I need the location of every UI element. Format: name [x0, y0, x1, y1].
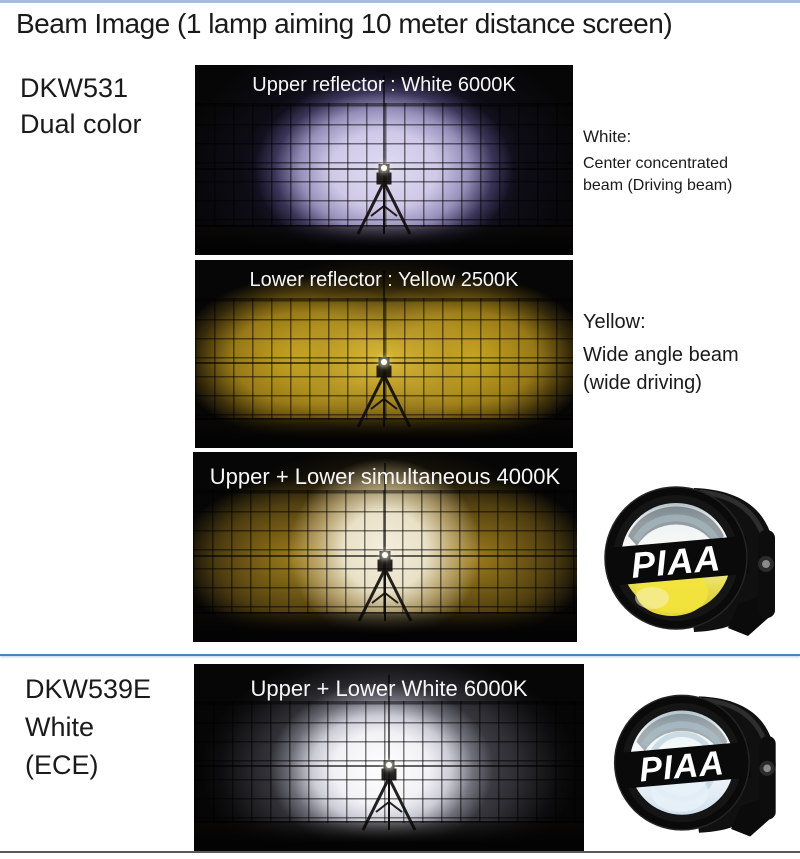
aim-dot — [381, 164, 387, 171]
beam-photo-white-6000k: Upper + Lower White 6000K — [194, 664, 584, 851]
note-white-beam: White: Center concentrated beam (Driving… — [583, 127, 798, 197]
note-heading: Yellow: — [583, 311, 646, 333]
beam-caption: Upper + Lower simultaneous 4000K — [209, 464, 561, 489]
beam-photo-lower-yellow: Lower reflector : Yellow 2500K — [195, 260, 573, 448]
note-line: beam (Driving beam) — [583, 177, 733, 194]
floor-shadow — [193, 613, 577, 642]
product-photo-dkw531-lamp: PIAA — [598, 478, 788, 643]
model-label-dkw539e: DKW539E White (ECE) — [25, 670, 151, 784]
lamp-illustration-white: PIAA — [613, 694, 776, 837]
aim-dot — [382, 551, 388, 558]
piaa-logo-text: PIAA — [638, 744, 726, 789]
floor-shadow — [195, 419, 573, 448]
product-photo-dkw539e-lamp: PIAA — [608, 686, 788, 844]
crosshair-vertical — [388, 675, 390, 829]
beam-caption: Upper + Lower White 6000K — [250, 676, 528, 701]
model-name: DKW531 — [20, 73, 129, 103]
section-divider — [0, 654, 800, 656]
bottom-rule — [0, 851, 800, 853]
model-label-dkw531: DKW531 Dual color — [20, 70, 142, 142]
crosshair-vertical — [383, 271, 385, 426]
page-title: Beam Image (1 lamp aiming 10 meter dista… — [16, 8, 673, 39]
beam-photo-simultaneous: Upper + Lower simultaneous 4000K — [193, 452, 577, 642]
note-line: (wide driving) — [583, 372, 702, 394]
aim-dot — [386, 761, 392, 768]
beam-caption: Lower reflector : Yellow 2500K — [249, 269, 519, 291]
tripod-silhouette — [356, 357, 412, 428]
model-variant: White — [25, 712, 95, 742]
note-heading: White: — [583, 127, 632, 146]
crosshair-vertical — [384, 463, 386, 620]
model-variant: Dual color — [20, 109, 142, 139]
crosshair-vertical — [383, 76, 385, 233]
tripod-silhouette — [361, 760, 417, 831]
beam-photo-upper-white: Upper reflector : White 6000K — [195, 65, 573, 255]
tripod-silhouette — [357, 551, 413, 622]
piaa-logo-text: PIAA — [629, 537, 722, 586]
note-yellow-beam: Yellow: Wide angle beam (wide driving) — [583, 311, 798, 397]
note-line: Center concentrated — [583, 155, 728, 172]
tripod-silhouette — [356, 164, 412, 235]
model-name: DKW539E — [25, 674, 152, 704]
floor-shadow — [194, 822, 584, 851]
floor-shadow — [195, 226, 573, 255]
aim-dot — [381, 358, 387, 365]
lamp-illustration-dual: PIAA — [604, 486, 775, 636]
top-rule — [0, 0, 800, 3]
beam-caption: Upper reflector : White 6000K — [252, 74, 516, 96]
model-variant-note: (ECE) — [25, 750, 99, 780]
note-line: Wide angle beam — [583, 344, 739, 366]
